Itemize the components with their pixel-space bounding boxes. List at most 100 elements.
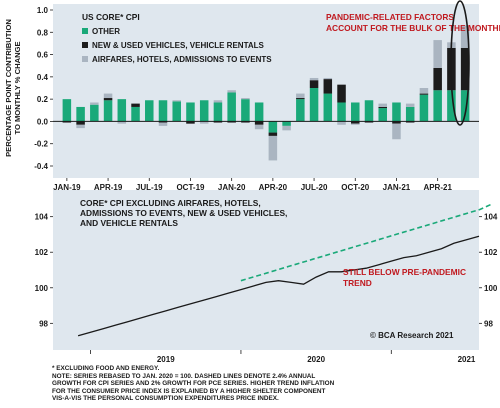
top-x-tick-label: APR-20: [259, 183, 288, 192]
top-y-ticks: 1.0 0.8 0.6 0.4 0.2 0.0 -0.2 -0.4: [34, 6, 53, 171]
bar-vehicles-Mar-20: [254, 121, 264, 125]
top-annotation-line1: PANDEMIC-RELATED FACTORS: [326, 12, 454, 22]
footnote-5: VIS-A-VIS THE PERSONAL CONSUMPTION EXPEN…: [52, 395, 279, 403]
bar-vehicles-Jun-20: [296, 98, 305, 100]
top-x-tick-label: JUL-20: [301, 183, 328, 192]
bar-vehicles-Oct-20: [351, 121, 360, 124]
bottom-y-tick-label-right: 98: [484, 319, 493, 328]
bottom-x-ticks: 2019 2020 2021: [90, 350, 476, 364]
bar-vehicles-Apr-21: [433, 67, 442, 91]
bar-airfares-Sep-19: [172, 100, 181, 102]
source-credit: © BCA Research 2021: [370, 331, 454, 340]
bar-airfares-Apr-19: [103, 93, 113, 99]
bar-other-Jan-19: [62, 99, 72, 122]
bar-airfares-May-20: [282, 125, 291, 131]
top-y-tick-label: 0.6: [37, 51, 49, 60]
top-x-tick-label: JUL-19: [136, 183, 163, 192]
bar-airfares-Jun-21: [460, 25, 470, 48]
top-x-tick-label: OCT-20: [341, 183, 370, 192]
bar-airfares-Feb-20: [241, 98, 250, 100]
bottom-y-tick-label-left: 104: [35, 213, 49, 222]
bar-other-Mar-20: [254, 102, 264, 122]
bar-other-Feb-19: [76, 106, 85, 122]
bar-other-Mar-19: [90, 104, 99, 122]
bar-vehicles-Jan-19: [62, 121, 72, 123]
top-y-axis-label-line1: PERCENTAGE POINT CONTRIBUTION: [4, 19, 13, 157]
bottom-title-line2: ADMISSIONS TO EVENTS, NEW & USED VEHICLE…: [80, 208, 287, 218]
bar-other-Dec-20: [378, 108, 387, 122]
top-x-tick-label: OCT-19: [176, 183, 205, 192]
top-x-ticks: JAN-19 APR-19 JUL-19 OCT-19 JAN-20 APR-20 JUL-…: [53, 178, 452, 192]
bar-airfares-Mar-20: [254, 124, 264, 130]
bar-other-Feb-20: [241, 99, 250, 122]
bar-other-Nov-20: [364, 100, 374, 122]
bar-airfares-Dec-20: [378, 103, 387, 107]
top-y-axis-label-line2: TO MONTHLY % CHANGE: [13, 41, 22, 134]
legend-swatch-vehicles: [82, 42, 88, 48]
legend-label-other: OTHER: [92, 27, 120, 36]
bar-vehicles-Jul-20: [309, 80, 319, 88]
bar-vehicles-Jun-19: [131, 103, 140, 107]
bottom-x-tick-label: 2020: [307, 355, 325, 364]
bottom-title-line3: AND VEHICLE RENTALS: [80, 218, 178, 228]
bar-airfares-Aug-19: [158, 122, 168, 126]
top-y-tick-label: 1.0: [37, 6, 49, 15]
bottom-y-tick-label-right: 100: [484, 284, 498, 293]
highlight-ellipse: [450, 0, 470, 126]
legend-swatch-airfares: [82, 56, 88, 62]
bar-other-Sep-20: [337, 102, 346, 122]
bar-vehicles-Apr-20: [268, 132, 278, 136]
bar-airfares-Sep-20: [337, 121, 346, 125]
bar-other-Jul-20: [309, 88, 319, 122]
legend-label-airfares: AIRFARES, HOTELS, ADMISSIONS TO EVENTS: [92, 55, 272, 64]
top-x-tick-label: JAN-21: [383, 183, 411, 192]
bar-airfares-Aug-20: [323, 77, 333, 80]
bar-airfares-Feb-19: [76, 124, 85, 129]
bar-other-May-19: [117, 99, 127, 122]
bar-vehicles-Aug-20: [323, 79, 333, 94]
bar-vehicles-Feb-20: [241, 121, 250, 123]
bar-other-Feb-21: [405, 106, 415, 122]
top-panel-background: [53, 4, 479, 178]
bar-other-Apr-20: [268, 121, 278, 133]
top-x-tick-label: JAN-19: [53, 183, 81, 192]
top-y-tick-label: 0.2: [37, 95, 49, 104]
bar-other-Apr-21: [433, 90, 442, 122]
bar-vehicles-Feb-21: [405, 121, 415, 123]
bottom-y-tick-label-left: 100: [35, 284, 49, 293]
bar-airfares-Feb-21: [405, 103, 415, 107]
bottom-lines-group: [77, 203, 492, 337]
top-annotation-line2: ACCOUNT FOR THE BULK OF THE MONTHLY INCR…: [326, 23, 500, 33]
top-y-tick-label: -0.2: [34, 140, 48, 149]
bar-vehicles-Oct-19: [186, 121, 195, 124]
bar-airfares-Oct-20: [351, 123, 360, 125]
legend-swatch-other: [82, 28, 88, 34]
bar-other-Oct-20: [351, 102, 360, 122]
bar-vehicles-Apr-19: [103, 98, 113, 101]
bar-airfares-Dec-19: [213, 100, 223, 103]
footnote-1: * EXCLUDING FOOD AND ENERGY.: [52, 365, 160, 372]
bar-other-Dec-19: [213, 102, 223, 122]
bar-other-Aug-19: [158, 100, 168, 122]
bottom-y-tick-label-left: 98: [39, 319, 48, 328]
top-bars-group: [62, 25, 470, 161]
top-y-tick-label: 0.4: [37, 73, 49, 82]
bar-other-May-21: [447, 90, 456, 122]
bottom-x-tick-label: 2021: [458, 355, 476, 364]
bar-airfares-Jan-20: [227, 90, 236, 93]
footnote-3: GROWTH FOR CPI SERIES AND 2% GROWTH FOR …: [52, 380, 335, 388]
footnote-4: FOR THE CONSUMER PRICE INDEX IS EXPLAINE…: [52, 387, 326, 395]
top-x-tick-label: JAN-20: [218, 183, 246, 192]
footnote-2: NOTE: SERIES REBASED TO JAN. 2020 = 100.…: [52, 372, 316, 380]
legend: OTHER NEW & USED VEHICLES, VEHICLE RENTA…: [82, 27, 272, 64]
bar-airfares-Jul-20: [309, 77, 319, 81]
bar-vehicles-Mar-21: [419, 93, 429, 95]
bar-other-Sep-19: [172, 101, 181, 122]
bar-airfares-Apr-21: [433, 40, 442, 68]
bar-other-May-20: [282, 121, 291, 126]
top-x-tick-label: APR-19: [94, 183, 123, 192]
bar-airfares-Apr-20: [268, 135, 278, 161]
bar-other-Jan-20: [227, 92, 236, 122]
bar-other-Oct-19: [186, 102, 195, 122]
